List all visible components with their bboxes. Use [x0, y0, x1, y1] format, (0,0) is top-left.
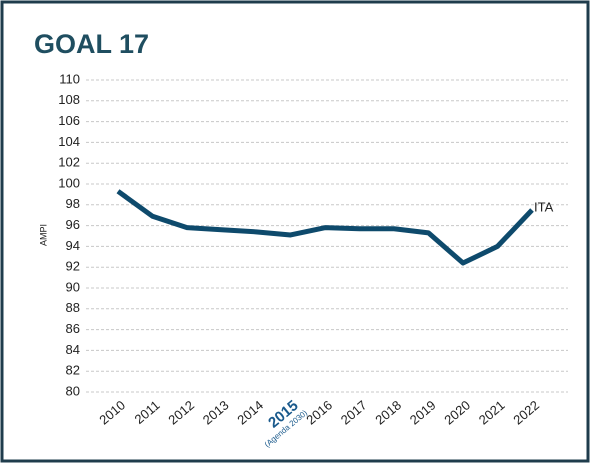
- y-tick-label: 100: [58, 175, 80, 190]
- y-tick-label: 106: [58, 113, 80, 128]
- y-tick-label: 82: [66, 363, 80, 378]
- y-tick-label: 86: [66, 321, 80, 336]
- y-tick-label: 90: [66, 279, 80, 294]
- y-tick-label: 94: [66, 238, 80, 253]
- y-tick-label: 102: [58, 155, 80, 170]
- y-tick-label: 110: [59, 71, 80, 86]
- y-tick-label: 80: [66, 383, 80, 398]
- y-tick-label: 108: [58, 92, 80, 107]
- series-label: ITA: [534, 199, 554, 214]
- y-tick-label: 96: [66, 217, 80, 232]
- y-tick-label: 88: [66, 300, 80, 315]
- y-tick-label: 84: [66, 342, 80, 357]
- line: [116, 189, 534, 266]
- y-tick-label: 98: [66, 196, 80, 211]
- y-tick-label: 104: [58, 134, 80, 149]
- chart-title: GOAL 17: [34, 29, 149, 59]
- y-tick-label: 92: [66, 259, 80, 274]
- y-axis-label: AMPI: [38, 224, 48, 246]
